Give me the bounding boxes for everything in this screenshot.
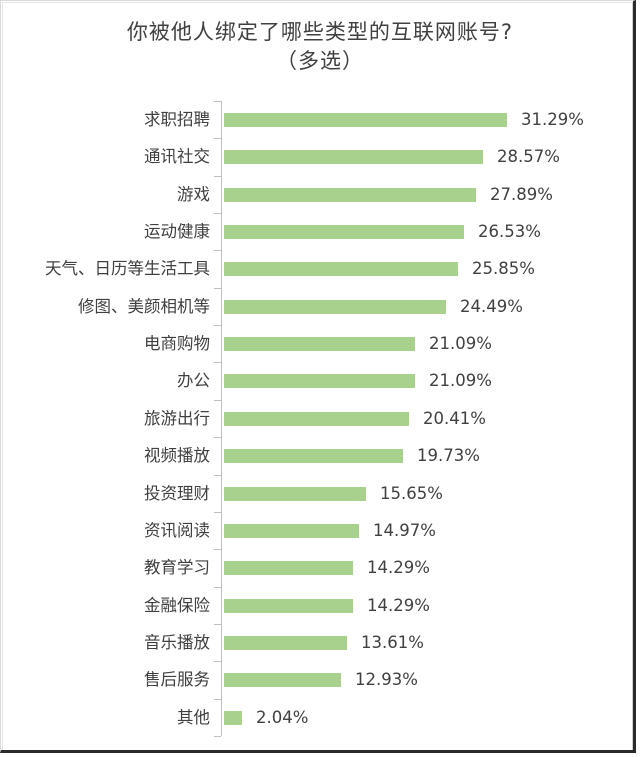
y-axis-tick — [214, 624, 221, 625]
y-axis-tick — [214, 437, 221, 438]
value-label: 13.61% — [361, 633, 424, 652]
y-axis-tick — [214, 176, 221, 177]
bar — [224, 150, 483, 164]
value-label: 15.65% — [380, 484, 443, 503]
value-label: 31.29% — [521, 110, 584, 129]
bar — [224, 262, 458, 276]
y-axis-tick — [214, 138, 221, 139]
bar — [224, 412, 409, 426]
category-label: 音乐播放 — [144, 633, 210, 652]
bar — [224, 599, 353, 613]
chart-title: 你被他人绑定了哪些类型的互联网账号? — [126, 20, 514, 44]
y-axis-tick — [214, 362, 221, 363]
value-label: 28.57% — [497, 147, 560, 166]
y-axis-tick — [214, 549, 221, 550]
y-axis-tick — [214, 400, 221, 401]
y-axis-tick — [214, 288, 221, 289]
category-label: 电商购物 — [144, 334, 210, 353]
bar-row: 售后服务 12.93% — [0, 661, 640, 698]
value-label: 26.53% — [478, 222, 541, 241]
bar-row: 求职招聘 31.29% — [0, 101, 640, 138]
bar-row: 旅游出行 20.41% — [0, 400, 640, 437]
bar-row: 投资理财 15.65% — [0, 475, 640, 512]
value-label: 20.41% — [423, 409, 486, 428]
category-label: 金融保险 — [144, 596, 210, 615]
bar-row: 金融保险 14.29% — [0, 587, 640, 624]
category-label: 投资理财 — [144, 484, 210, 503]
y-axis-tick — [214, 587, 221, 588]
bar — [224, 300, 446, 314]
y-axis-tick — [214, 325, 221, 326]
category-label: 修图、美颜相机等 — [78, 297, 210, 316]
value-label: 19.73% — [417, 446, 480, 465]
category-label: 视频播放 — [144, 446, 210, 465]
y-axis-tick — [214, 661, 221, 662]
category-label: 资讯阅读 — [144, 521, 210, 540]
bar — [224, 487, 366, 501]
bar — [224, 636, 347, 650]
bar-row: 办公 21.09% — [0, 362, 640, 399]
y-axis-line — [221, 101, 222, 736]
bar — [224, 561, 353, 575]
category-label: 其他 — [177, 708, 210, 727]
category-label: 运动健康 — [144, 222, 210, 241]
bar-row: 其他 2.04% — [0, 699, 640, 736]
bar — [224, 673, 341, 687]
value-label: 25.85% — [472, 259, 535, 278]
category-label: 游戏 — [177, 185, 210, 204]
chart-subtitle: （多选） — [276, 49, 364, 73]
category-label: 售后服务 — [144, 670, 210, 689]
bar-row: 教育学习 14.29% — [0, 549, 640, 586]
bar — [224, 524, 359, 538]
y-axis-tick — [214, 512, 221, 513]
value-label: 14.29% — [367, 558, 430, 577]
bar-row: 音乐播放 13.61% — [0, 624, 640, 661]
value-label: 14.97% — [373, 521, 436, 540]
bar-row: 游戏 27.89% — [0, 176, 640, 213]
category-label: 求职招聘 — [144, 110, 210, 129]
category-label: 天气、日历等生活工具 — [45, 259, 210, 278]
bar-row: 运动健康 26.53% — [0, 213, 640, 250]
bar — [224, 225, 464, 239]
value-label: 24.49% — [460, 297, 523, 316]
y-axis-tick — [214, 699, 221, 700]
bar — [224, 449, 403, 463]
value-label: 12.93% — [355, 670, 418, 689]
bar-row: 资讯阅读 14.97% — [0, 512, 640, 549]
bar-row: 天气、日历等生活工具 25.85% — [0, 250, 640, 287]
value-label: 2.04% — [256, 708, 309, 727]
value-label: 21.09% — [429, 334, 492, 353]
category-label: 通讯社交 — [144, 147, 210, 166]
bar-row: 修图、美颜相机等 24.49% — [0, 288, 640, 325]
y-axis-tick — [214, 213, 221, 214]
y-axis-tick — [214, 475, 221, 476]
bar — [224, 113, 507, 127]
y-axis-tick — [214, 736, 221, 737]
value-label: 21.09% — [429, 371, 492, 390]
bar-row: 视频播放 19.73% — [0, 437, 640, 474]
y-axis-tick — [214, 101, 221, 102]
value-label: 14.29% — [367, 596, 430, 615]
category-label: 旅游出行 — [144, 409, 210, 428]
bar — [224, 711, 242, 725]
bar-row: 通讯社交 28.57% — [0, 138, 640, 175]
bar-row: 电商购物 21.09% — [0, 325, 640, 362]
y-axis-tick — [214, 250, 221, 251]
value-label: 27.89% — [490, 185, 553, 204]
bar — [224, 337, 415, 351]
bar — [224, 374, 415, 388]
bar — [224, 188, 476, 202]
category-label: 办公 — [177, 371, 210, 390]
category-label: 教育学习 — [144, 558, 210, 577]
